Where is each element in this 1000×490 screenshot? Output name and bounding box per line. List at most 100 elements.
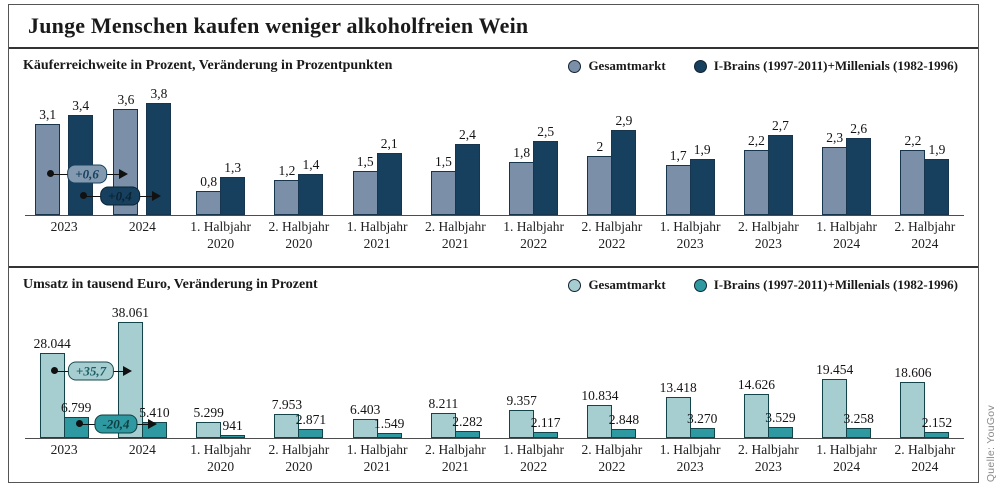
category-label: 2. Halbjahr 2021 [425,442,486,474]
value-label: 2.282 [452,414,483,430]
bar-gesamtmarkt: 0,8 [196,174,222,215]
category-label: 2. Halbjahr 2023 [738,219,799,251]
bar-group: 5.299 941 [182,319,260,438]
infographic-frame: Junge Menschen kaufen weniger alkoholfre… [8,4,979,483]
bar-gesamtmarkt: 2,2 [743,133,769,215]
value-label: 2.871 [295,412,327,428]
value-label: 6.403 [349,401,381,417]
bar-group: 7.953 2.871 [260,319,338,438]
bar-gesamtmarkt: 13.418 [660,380,697,438]
bar-ibrains-millenials: 2.117 [531,415,561,438]
value-label: 10.834 [581,388,619,404]
category-label: 1. Halbjahr 2023 [659,442,721,474]
bar-group: 1,5 2,1 [338,98,416,215]
value-label: 2,4 [458,127,476,143]
bar-gesamtmarkt: 1,5 [352,154,378,215]
category-label: 2. Halbjahr 2021 [425,219,486,251]
bar-group: 1,7 1,9 [651,98,729,215]
value-label: 1,2 [278,162,296,178]
value-label: 2,3 [826,130,844,146]
value-label: 3,1 [39,106,57,122]
bar-group: 13.418 3.270 [651,319,729,438]
chart-subtitle: Umsatz in tausend Euro, Veränderung in P… [23,277,318,292]
legend-label: I-Brains (1997-2011)+Millenials (1982-19… [713,58,958,73]
bar-group: 8.211 2.282 [416,319,494,438]
bar-ibrains-millenials: 2,6 [846,121,872,215]
bar-ibrains-millenials: 3.258 [843,411,874,438]
bar-group: 1,8 2,5 [495,98,573,215]
bar-group: 19.454 3.258 [808,319,886,438]
bar-ibrains-millenials: 2,5 [533,124,559,215]
bar-group: 2 2,9 [573,98,651,215]
bar-groups: 3,1 3,4 3,6 3,8 0,8 1,3 1,2 1,4 1,5 2,1 1,5 2,4 1,8 2… [25,86,964,215]
source-credit: Quelle: YouGov [985,404,997,482]
category-label: 2. Halbjahr 2023 [738,442,799,474]
bar-ibrains-millenials: 2.282 [452,414,483,438]
value-label: 8.211 [428,396,459,412]
value-label: 9.357 [506,392,537,408]
bar-group: 2,2 1,9 [886,98,964,215]
bar-ibrains-millenials: 2.152 [922,415,952,438]
value-label: 13.418 [659,380,697,396]
title-bar: Junge Menschen kaufen weniger alkoholfre… [9,5,978,49]
bar-ibrains-millenials: 941 [220,418,246,438]
chart-subtitle: Käuferreichweite in Prozent, Veränderung… [23,58,393,73]
kaeuferreichweite-chart: 3,1 3,4 3,6 3,8 0,8 1,3 1,2 1,4 1,5 2,1 1,5 2,4 1,8 2… [25,86,964,216]
bar-gesamtmarkt: 6.403 [350,402,380,438]
value-label: 5.410 [139,404,170,420]
category-label: 2. Halbjahr 2022 [581,219,643,251]
bar-ibrains-millenials: 2,4 [454,127,480,215]
bar-gesamtmarkt: 1,8 [509,145,535,215]
category-label: 1. Halbjahr 2024 [816,219,877,251]
bar-group: 2,2 2,7 [729,98,807,215]
value-label: 2.152 [921,414,953,430]
bar-ibrains-millenials: 3.529 [765,410,796,438]
value-label: 941 [222,418,243,434]
bar-ibrains-millenials: 1,3 [220,160,246,215]
legend-item-gesamtmarkt: Gesamtmarkt [568,277,666,293]
value-label: 2,1 [380,136,398,151]
chart-block: 3,1 3,4 3,6 3,8 0,8 1,3 1,2 1,4 1,5 2,1 1,5 2,4 1,8 2… [25,86,964,252]
change-arrow-ibrains: -20,4 [76,414,157,434]
value-label: 2 [596,139,604,154]
category-label: 1. Halbjahr 2020 [190,219,251,251]
category-label: 2. Halbjahr 2020 [268,219,330,251]
value-label: 2,2 [904,133,922,149]
bar-gesamtmarkt: 19.454 [816,362,853,438]
value-label: 38.061 [111,305,149,321]
category-label: 1. Halbjahr 2020 [190,442,251,474]
bar-gesamtmarkt: 10.834 [581,388,618,438]
category-label: 1. Halbjahr 2022 [503,219,564,251]
bar-ibrains-millenials: 1.549 [374,416,404,438]
value-label: 3,8 [150,85,168,101]
page-title: Junge Menschen kaufen weniger alkoholfre… [28,13,529,38]
bar-gesamtmarkt: 5.299 [193,405,224,438]
bar-group: 10.834 2.848 [573,319,651,438]
value-label: 3.529 [765,410,796,426]
value-label: 1.549 [373,416,405,432]
legend: Gesamtmarkt I-Brains (1997-2011)+Milleni… [568,277,958,293]
panel-kaeuferreichweite: Käuferreichweite in Prozent, Veränderung… [9,49,978,268]
bar-ibrains-millenials: 2.848 [609,412,639,438]
chart-block: 28.044 6.799 38.061 5.410 5.299 941 7.953 2.871… [25,305,964,475]
value-label: 3,6 [117,91,135,107]
change-callout-pill: +0,4 [100,186,140,206]
bar-gesamtmarkt: 2,3 [822,130,848,215]
category-label: 2024 [128,219,156,234]
value-label: 2,2 [747,133,765,149]
value-label: 2,7 [771,118,789,134]
panel-header: Umsatz in tausend Euro, Veränderung in P… [9,268,978,295]
value-label: 1,8 [513,144,531,160]
category-label: 1. Halbjahr 2024 [816,442,877,474]
value-label: 3.258 [843,411,874,427]
value-label: 1,9 [928,142,946,157]
value-label: 1,4 [302,156,320,172]
category-label: 2024 [128,442,156,457]
bar-gesamtmarkt: 2 [587,139,613,215]
bar-gesamtmarkt: 18.606 [894,365,931,438]
panel-header: Käuferreichweite in Prozent, Veränderung… [9,49,978,76]
value-label: 2,9 [615,112,633,128]
value-label: 2,6 [850,121,868,137]
legend-label: Gesamtmarkt [588,277,666,292]
bar-gesamtmarkt: 1,2 [274,163,300,215]
